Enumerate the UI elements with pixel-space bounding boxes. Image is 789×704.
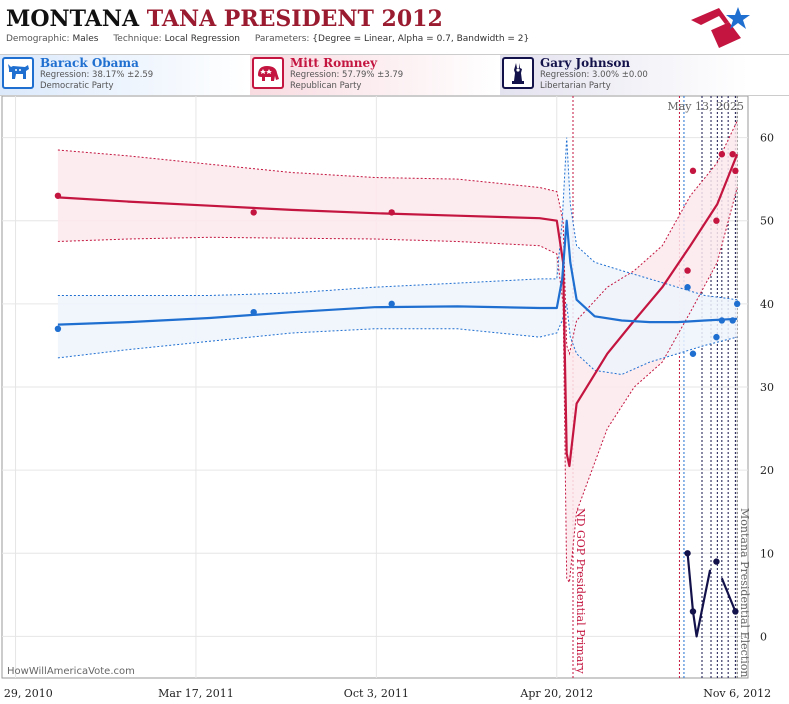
credit-label: HowWillAmericaVote.com: [7, 666, 135, 677]
y-tick-label: 60: [760, 132, 774, 145]
y-tick-label: 0: [760, 630, 767, 643]
confidence-band: [57, 120, 738, 583]
x-tick-label: Oct 3, 2011: [344, 687, 409, 700]
candidate-party: Republican Party: [290, 81, 362, 91]
poll-point: [689, 608, 697, 615]
poll-point: [388, 300, 395, 308]
poll-point: [684, 267, 691, 274]
y-tick-label: 20: [760, 464, 774, 477]
candidate-name: Barack Obama: [40, 56, 139, 70]
poll-point: [250, 209, 257, 216]
candidate-party: Democratic Party: [40, 81, 114, 91]
candidate-romney[interactable]: Mitt Romney Regression: 57.79% ±3.79 Rep…: [250, 55, 498, 95]
band-upper-line: [57, 120, 738, 356]
candidate-regression: Regression: 3.00% ±0.00: [540, 70, 648, 80]
poll-point: [689, 350, 697, 357]
poll-point: [732, 167, 739, 175]
liberty-icon: [502, 57, 534, 89]
donkey-icon: [2, 57, 34, 89]
poll-point: [684, 284, 691, 291]
event-label: ND GOP Presidential Primary: [574, 508, 587, 675]
poll-point: [729, 317, 736, 324]
poll-point: [733, 300, 741, 308]
trend-line: [57, 153, 739, 468]
poll-point: [684, 550, 691, 557]
header: MONTANA TANA PRESIDENT 2012 Demographic:…: [0, 0, 789, 52]
technique-value: Local Regression: [164, 34, 240, 44]
poll-point: [732, 608, 739, 615]
demographic-value: Males: [72, 34, 99, 44]
parameters-label: Parameters:: [254, 34, 310, 44]
title-state: MONTANA: [6, 6, 140, 32]
date-label: May 13, 2025: [667, 100, 744, 113]
event-label: Montana Presidential Election: [738, 508, 751, 677]
poll-point: [713, 333, 720, 341]
candidate-regression: Regression: 57.79% ±3.79: [290, 70, 404, 80]
candidate-obama[interactable]: Barack Obama Regression: 38.17% ±2.59 De…: [0, 55, 248, 95]
poll-point: [250, 308, 257, 316]
trend-line: [720, 577, 737, 612]
demographic-label: Demographic:: [6, 34, 70, 44]
y-tick-label: 40: [760, 298, 774, 311]
candidate-regression: Regression: 38.17% ±2.59: [40, 70, 154, 80]
x-tick-label: Nov 6, 2012: [703, 687, 771, 700]
x-tick-label: Apr 20, 2012: [519, 687, 593, 700]
poll-point: [54, 192, 62, 199]
title-rest: TANA PRESIDENT 2012: [146, 6, 443, 32]
trend-line: [686, 553, 712, 638]
poll-chart: 0 10 20 30 40 50 60 Aug 29, 2010 Mar 17, 2011 Oct…: [0, 96, 774, 700]
poll-point: [718, 317, 726, 324]
trend-line: [57, 219, 738, 326]
x-tick-label: Aug 29, 2010: [0, 687, 53, 700]
band-lower-line: [57, 187, 738, 584]
poll-point: [729, 151, 736, 158]
candidate-johnson[interactable]: Gary Johnson Regression: 3.00% ±0.00 Lib…: [500, 55, 748, 95]
candidate-legend: Barack Obama Regression: 38.17% ±2.59 De…: [0, 54, 789, 96]
candidate-party: Libertarian Party: [540, 81, 611, 91]
y-tick-label: 30: [760, 381, 774, 394]
candidate-name: Gary Johnson: [540, 56, 631, 70]
y-tick-label: 10: [760, 547, 774, 560]
confidence-band: [57, 137, 738, 375]
elephant-icon: [252, 57, 284, 89]
band-lower-line: [57, 303, 738, 376]
site-logo-icon[interactable]: [689, 4, 753, 50]
poll-point: [713, 558, 720, 565]
candidate-name: Mitt Romney: [290, 56, 378, 70]
poll-point: [713, 217, 720, 224]
technique-label: Technique:: [113, 34, 162, 44]
y-tick-label: 50: [760, 215, 774, 228]
poll-point: [689, 167, 697, 175]
band-upper-line: [57, 137, 738, 301]
poll-point: [388, 209, 395, 216]
page-title: MONTANA TANA PRESIDENT 2012: [6, 6, 443, 32]
poll-point: [54, 325, 62, 332]
chart-parameters: Demographic: Males Technique: Local Regr…: [6, 34, 529, 44]
poll-point: [718, 151, 726, 158]
x-tick-label: Mar 17, 2011: [158, 687, 234, 700]
parameters-value: {Degree = Linear, Alpha = 0.7, Bandwidth…: [312, 34, 530, 44]
